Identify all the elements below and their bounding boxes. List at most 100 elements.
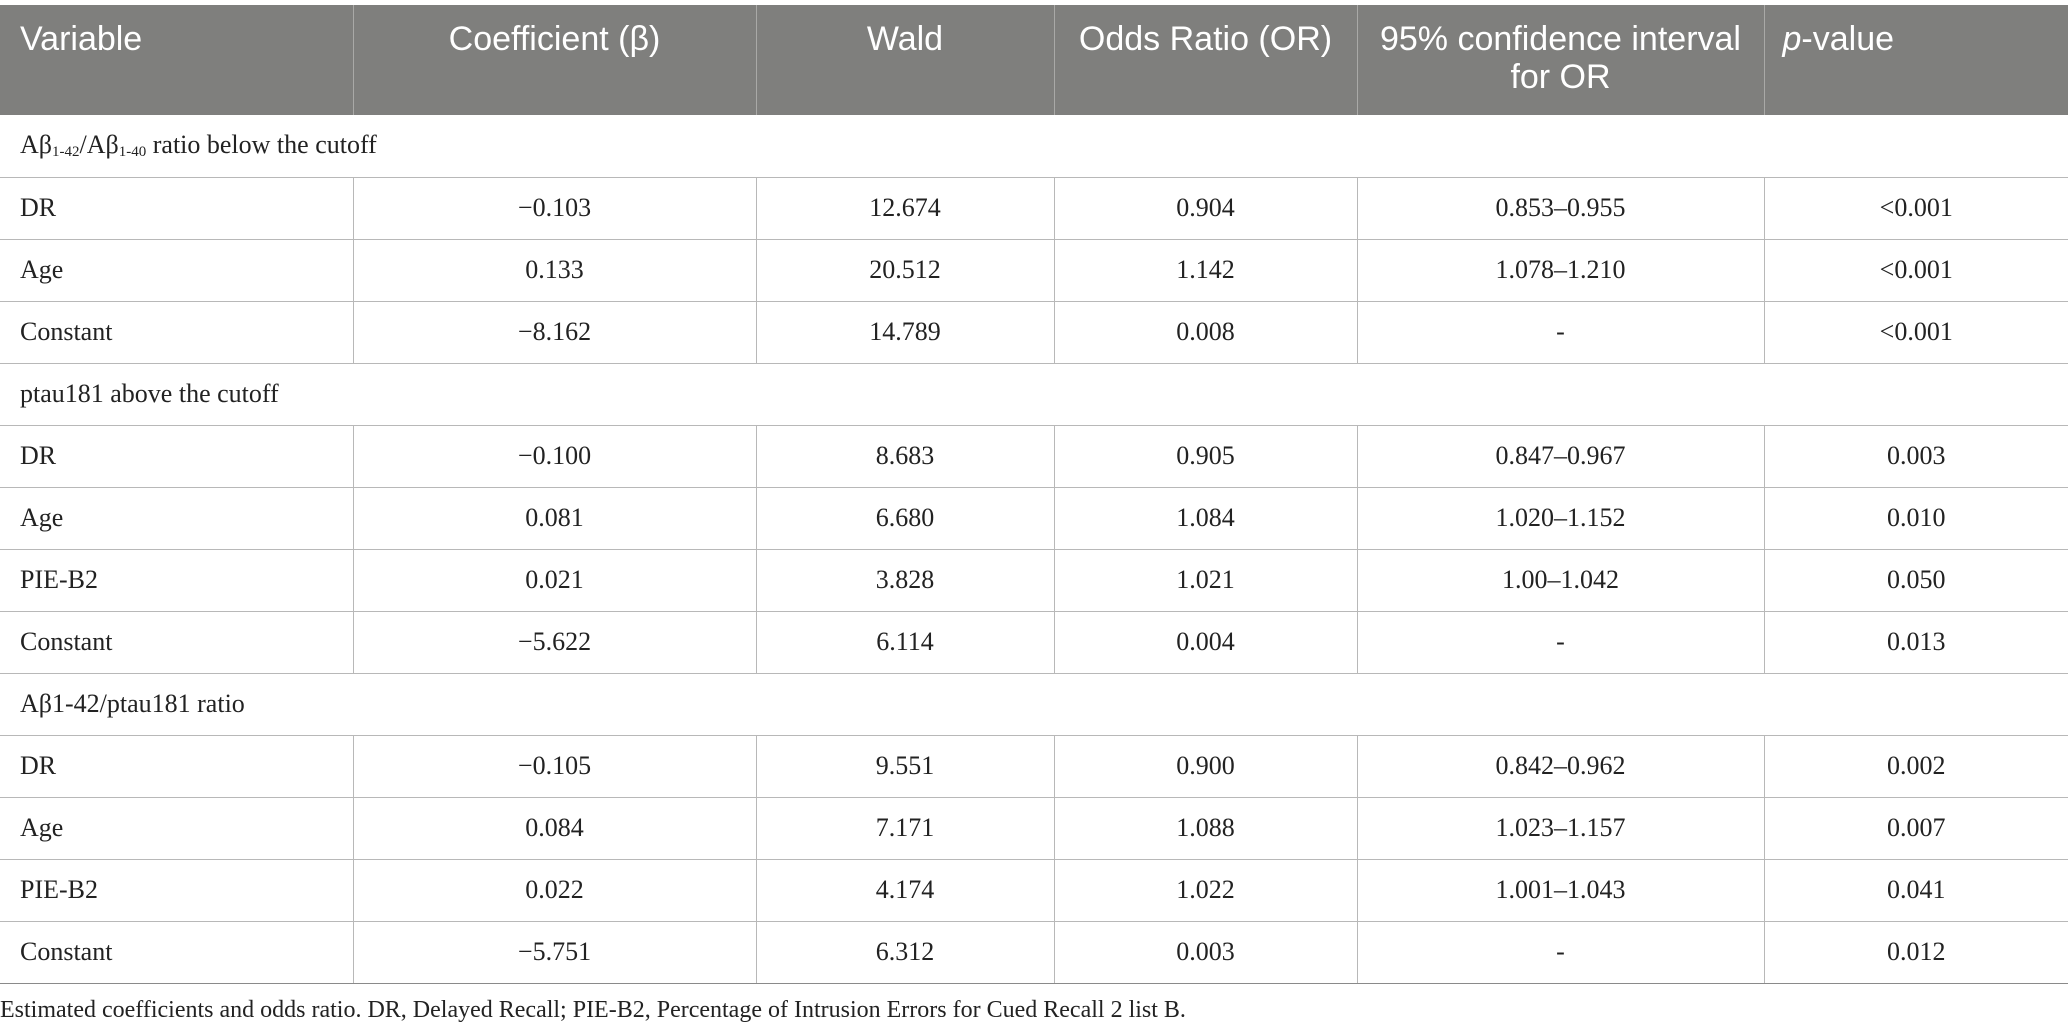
cell-p-value: 0.002 (1764, 735, 2068, 798)
cell-p-value: 0.003 (1764, 425, 2068, 488)
table-header: Variable Coefficient (β) Wald Odds Ratio… (0, 5, 2068, 115)
header-wald: Wald (756, 5, 1055, 115)
cell-variable: PIE-B2 (0, 549, 354, 612)
header-coefficient: Coefficient (β) (353, 5, 757, 115)
table-row: Constant −5.751 6.312 0.003 - 0.012 (0, 921, 2068, 984)
header-confidence-interval: 95% confidence interval for OR (1357, 5, 1765, 115)
cell-variable: Constant (0, 611, 354, 674)
table-row: Age 0.133 20.512 1.142 1.078–1.210 <0.00… (0, 239, 2068, 302)
cell-odds-ratio: 0.905 (1054, 425, 1358, 488)
cell-variable: Constant (0, 301, 354, 364)
cell-p-value: <0.001 (1764, 239, 2068, 302)
section-title: Aβ1-42/ptau181 ratio (0, 673, 2068, 736)
cell-confidence-interval: - (1357, 921, 1765, 984)
cell-odds-ratio: 0.004 (1054, 611, 1358, 674)
cell-confidence-interval: 1.023–1.157 (1357, 797, 1765, 860)
cell-wald: 6.312 (756, 921, 1055, 984)
table-row: PIE-B2 0.022 4.174 1.022 1.001–1.043 0.0… (0, 859, 2068, 922)
cell-variable: DR (0, 177, 354, 240)
section-heading-abeta-ptau-ratio: Aβ1-42/ptau181 ratio (0, 673, 2068, 736)
cell-odds-ratio: 1.088 (1054, 797, 1358, 860)
table-row: DR −0.100 8.683 0.905 0.847–0.967 0.003 (0, 425, 2068, 488)
cell-odds-ratio: 1.084 (1054, 487, 1358, 550)
cell-odds-ratio: 1.022 (1054, 859, 1358, 922)
cell-odds-ratio: 0.904 (1054, 177, 1358, 240)
cell-confidence-interval: 1.078–1.210 (1357, 239, 1765, 302)
cell-p-value: <0.001 (1764, 301, 2068, 364)
cell-coefficient: 0.084 (353, 797, 757, 860)
results-table: Variable Coefficient (β) Wald Odds Ratio… (0, 5, 2068, 984)
cell-wald: 4.174 (756, 859, 1055, 922)
cell-coefficient: 0.022 (353, 859, 757, 922)
table-row: Age 0.081 6.680 1.084 1.020–1.152 0.010 (0, 487, 2068, 550)
header-p-value: p-value (1764, 5, 2068, 115)
cell-wald: 3.828 (756, 549, 1055, 612)
section-title-part: ratio below the cutoff (146, 130, 377, 160)
cell-variable: DR (0, 735, 354, 798)
cell-confidence-interval: - (1357, 611, 1765, 674)
cell-p-value: <0.001 (1764, 177, 2068, 240)
cell-confidence-interval: 1.001–1.043 (1357, 859, 1765, 922)
cell-odds-ratio: 1.021 (1054, 549, 1358, 612)
cell-odds-ratio: 1.142 (1054, 239, 1358, 302)
table-row: DR −0.103 12.674 0.904 0.853–0.955 <0.00… (0, 177, 2068, 240)
table-row: PIE-B2 0.021 3.828 1.021 1.00–1.042 0.05… (0, 549, 2068, 612)
cell-p-value: 0.013 (1764, 611, 2068, 674)
section-heading-abeta-ratio: Aβ1-42/Aβ1-40 ratio below the cutoff (0, 115, 2068, 178)
cell-wald: 20.512 (756, 239, 1055, 302)
section-title: Aβ1-42/Aβ1-40 ratio below the cutoff (0, 115, 2068, 178)
section-title: ptau181 above the cutoff (0, 363, 2068, 426)
cell-confidence-interval: 0.853–0.955 (1357, 177, 1765, 240)
cell-p-value: 0.041 (1764, 859, 2068, 922)
header-odds-ratio: Odds Ratio (OR) (1054, 5, 1358, 115)
cell-coefficient: −0.103 (353, 177, 757, 240)
cell-variable: PIE-B2 (0, 859, 354, 922)
table-row: Constant −8.162 14.789 0.008 - <0.001 (0, 301, 2068, 364)
cell-confidence-interval: 1.020–1.152 (1357, 487, 1765, 550)
cell-variable: Age (0, 239, 354, 302)
table-row: Age 0.084 7.171 1.088 1.023–1.157 0.007 (0, 797, 2068, 860)
cell-confidence-interval: 0.842–0.962 (1357, 735, 1765, 798)
cell-coefficient: 0.021 (353, 549, 757, 612)
cell-odds-ratio: 0.003 (1054, 921, 1358, 984)
section-title-part: Aβ (20, 130, 53, 160)
section-title-part: /Aβ (79, 130, 119, 160)
header-row: Variable Coefficient (β) Wald Odds Ratio… (0, 5, 2068, 115)
cell-p-value: 0.007 (1764, 797, 2068, 860)
cell-wald: 8.683 (756, 425, 1055, 488)
section-title-subscript: 1-42 (52, 144, 80, 161)
cell-p-value: 0.012 (1764, 921, 2068, 984)
cell-variable: Age (0, 487, 354, 550)
table-footnote: Estimated coefficients and odds ratio. D… (0, 997, 1186, 1023)
cell-coefficient: −0.105 (353, 735, 757, 798)
table-body: Aβ1-42/Aβ1-40 ratio below the cutoff DR … (0, 115, 2068, 984)
cell-coefficient: −5.751 (353, 921, 757, 984)
cell-wald: 14.789 (756, 301, 1055, 364)
header-p-suffix: -value (1801, 20, 1895, 58)
cell-wald: 6.680 (756, 487, 1055, 550)
cell-confidence-interval: 0.847–0.967 (1357, 425, 1765, 488)
cell-p-value: 0.050 (1764, 549, 2068, 612)
section-heading-ptau181: ptau181 above the cutoff (0, 363, 2068, 426)
table-row: DR −0.105 9.551 0.900 0.842–0.962 0.002 (0, 735, 2068, 798)
cell-wald: 6.114 (756, 611, 1055, 674)
cell-odds-ratio: 0.008 (1054, 301, 1358, 364)
cell-coefficient: 0.081 (353, 487, 757, 550)
cell-variable: Constant (0, 921, 354, 984)
cell-wald: 9.551 (756, 735, 1055, 798)
cell-wald: 7.171 (756, 797, 1055, 860)
section-title-subscript: 1-40 (118, 144, 147, 161)
cell-odds-ratio: 0.900 (1054, 735, 1358, 798)
cell-wald: 12.674 (756, 177, 1055, 240)
cell-coefficient: −5.622 (353, 611, 757, 674)
cell-confidence-interval: 1.00–1.042 (1357, 549, 1765, 612)
cell-p-value: 0.010 (1764, 487, 2068, 550)
cell-variable: Age (0, 797, 354, 860)
cell-coefficient: 0.133 (353, 239, 757, 302)
table-row: Constant −5.622 6.114 0.004 - 0.013 (0, 611, 2068, 674)
cell-variable: DR (0, 425, 354, 488)
cell-confidence-interval: - (1357, 301, 1765, 364)
header-variable: Variable (0, 5, 354, 115)
cell-coefficient: −8.162 (353, 301, 757, 364)
cell-coefficient: −0.100 (353, 425, 757, 488)
